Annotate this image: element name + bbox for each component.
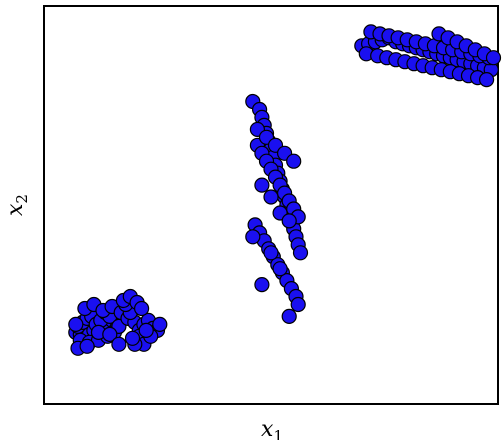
scatter-point xyxy=(286,153,302,169)
scatter-point xyxy=(124,330,141,346)
scatter-point xyxy=(479,71,495,88)
scatter-point xyxy=(254,177,270,193)
scatter-points xyxy=(68,24,502,356)
y-axis-label-main: x xyxy=(3,203,28,216)
x-axis-label-main: x xyxy=(261,417,274,440)
scatter-point xyxy=(102,326,118,342)
scatter-point xyxy=(79,338,95,354)
x-axis-label: x1 xyxy=(261,417,283,440)
scatter-point xyxy=(485,50,502,66)
y-axis-label-subscript: 2 xyxy=(13,194,31,204)
y-axis-label: x2 xyxy=(3,194,31,216)
scatter-point xyxy=(263,245,279,261)
scatter-point xyxy=(138,322,154,338)
scatter-point xyxy=(290,296,306,313)
scatter-point xyxy=(272,261,288,277)
scatter-point xyxy=(281,213,297,229)
scatter-point xyxy=(254,277,270,293)
scatter-point xyxy=(263,189,279,205)
scatter-point xyxy=(281,308,297,324)
x-axis-label-subscript: 1 xyxy=(273,427,283,440)
scatter-point xyxy=(134,300,150,317)
scatter-point xyxy=(111,336,127,352)
scatter-point xyxy=(292,245,309,261)
scatter-point xyxy=(68,316,84,332)
scatter-point xyxy=(152,316,168,332)
scatter-point xyxy=(245,229,261,245)
